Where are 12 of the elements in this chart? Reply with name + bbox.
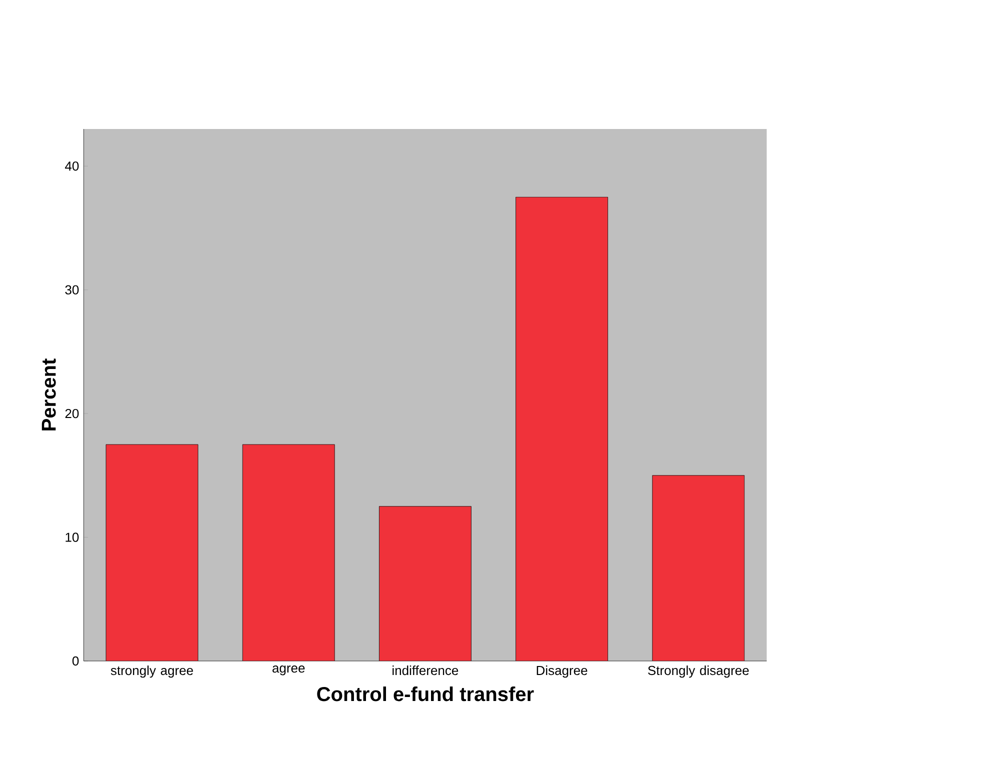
y-tick-label: 40: [65, 162, 79, 171]
x-tick-label: indifference: [392, 666, 458, 676]
x-tick-label: agree: [272, 666, 305, 676]
x-axis-title: Control e-fund transfer: [317, 686, 534, 702]
x-tick-label: strongly agree: [110, 666, 193, 678]
x-tick-label: Strongly disagree: [648, 666, 749, 678]
y-tick-label: 10: [66, 532, 79, 542]
y-axis-title: Percent: [42, 358, 56, 430]
x-tick-label: Disagree: [536, 666, 588, 678]
y-tick-label: 0: [72, 656, 79, 666]
y-tick-label: 20: [65, 408, 79, 418]
y-tick-label: 30: [65, 285, 79, 294]
